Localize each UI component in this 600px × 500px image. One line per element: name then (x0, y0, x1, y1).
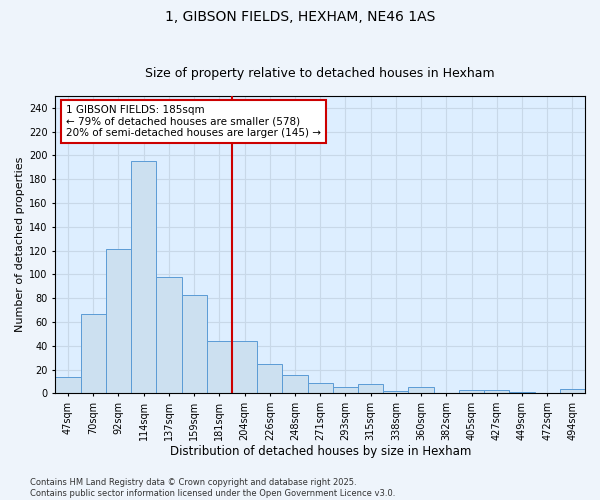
Bar (106, 250, 131, 394)
Bar (383, 391, 409, 394)
Bar (55, 376, 80, 394)
Bar (131, 162, 157, 394)
Bar (283, 376, 308, 394)
Bar (232, 341, 257, 394)
Text: Contains HM Land Registry data © Crown copyright and database right 2025.
Contai: Contains HM Land Registry data © Crown c… (30, 478, 395, 498)
Bar (560, 388, 585, 394)
Bar (257, 364, 283, 394)
Bar (207, 341, 232, 394)
Bar (308, 382, 333, 394)
Bar (157, 276, 182, 394)
Bar (333, 388, 358, 394)
Bar (358, 384, 383, 394)
Bar (80, 314, 106, 394)
Bar (459, 390, 484, 394)
Text: 1, GIBSON FIELDS, HEXHAM, NE46 1AS: 1, GIBSON FIELDS, HEXHAM, NE46 1AS (165, 10, 435, 24)
Bar (182, 294, 207, 394)
Title: Size of property relative to detached houses in Hexham: Size of property relative to detached ho… (145, 66, 495, 80)
Y-axis label: Number of detached properties: Number of detached properties (15, 157, 25, 332)
X-axis label: Distribution of detached houses by size in Hexham: Distribution of detached houses by size … (170, 444, 471, 458)
Bar (409, 388, 434, 394)
Bar (509, 392, 535, 394)
Text: 1 GIBSON FIELDS: 185sqm
← 79% of detached houses are smaller (578)
20% of semi-d: 1 GIBSON FIELDS: 185sqm ← 79% of detache… (66, 105, 321, 138)
Bar (484, 390, 509, 394)
